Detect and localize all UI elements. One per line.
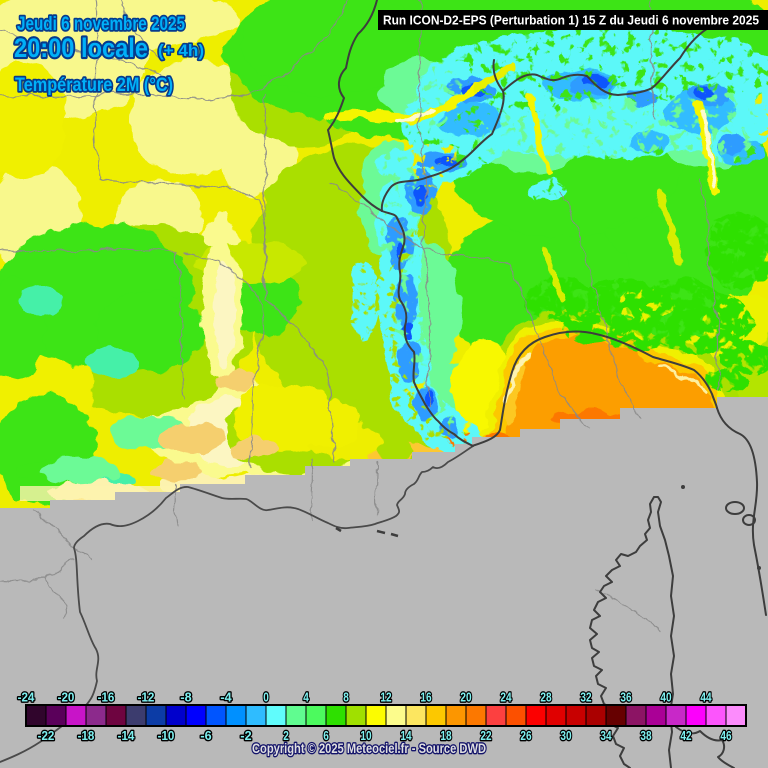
svg-text:Jeudi 6 novembre 2025: Jeudi 6 novembre 2025	[17, 14, 185, 35]
svg-text:8: 8	[343, 690, 349, 705]
svg-text:16: 16	[420, 690, 431, 705]
svg-text:10: 10	[360, 728, 371, 743]
svg-text:0: 0	[263, 690, 269, 705]
svg-text:-18: -18	[78, 728, 95, 743]
svg-text:(+ 4h): (+ 4h)	[158, 41, 204, 60]
svg-text:-22: -22	[38, 728, 55, 743]
svg-text:4: 4	[303, 690, 309, 705]
svg-text:6: 6	[323, 728, 329, 743]
svg-text:-10: -10	[158, 728, 175, 743]
svg-text:46: 46	[720, 728, 731, 743]
svg-text:-16: -16	[98, 690, 115, 705]
svg-text:22: 22	[480, 728, 491, 743]
svg-text:-12: -12	[138, 690, 155, 705]
svg-text:2: 2	[283, 728, 289, 743]
svg-text:26: 26	[520, 728, 531, 743]
svg-text:-24: -24	[18, 690, 35, 705]
svg-text:20:00 locale: 20:00 locale	[14, 33, 148, 63]
svg-text:12: 12	[380, 690, 391, 705]
svg-text:-8: -8	[180, 690, 191, 705]
svg-text:Run ICON-D2-EPS (Perturbation: Run ICON-D2-EPS (Perturbation 1) 15 Z du…	[383, 13, 759, 28]
svg-text:44: 44	[700, 690, 712, 705]
svg-text:14: 14	[400, 728, 412, 743]
svg-text:30: 30	[560, 728, 571, 743]
svg-text:42: 42	[680, 728, 691, 743]
svg-text:-20: -20	[58, 690, 75, 705]
svg-text:34: 34	[600, 728, 612, 743]
svg-text:28: 28	[540, 690, 551, 705]
svg-text:38: 38	[640, 728, 651, 743]
svg-text:Copyright © 2025 Meteociel.fr: Copyright © 2025 Meteociel.fr - Source D…	[252, 740, 486, 756]
svg-text:18: 18	[440, 728, 451, 743]
svg-text:40: 40	[660, 690, 671, 705]
svg-text:Température 2M (°C): Température 2M (°C)	[15, 75, 173, 96]
svg-text:20: 20	[460, 690, 471, 705]
svg-text:-14: -14	[118, 728, 135, 743]
svg-text:-6: -6	[200, 728, 211, 743]
svg-text:36: 36	[620, 690, 631, 705]
svg-text:-2: -2	[240, 728, 251, 743]
svg-text:-4: -4	[220, 690, 232, 705]
svg-text:24: 24	[500, 690, 512, 705]
svg-text:32: 32	[580, 690, 591, 705]
